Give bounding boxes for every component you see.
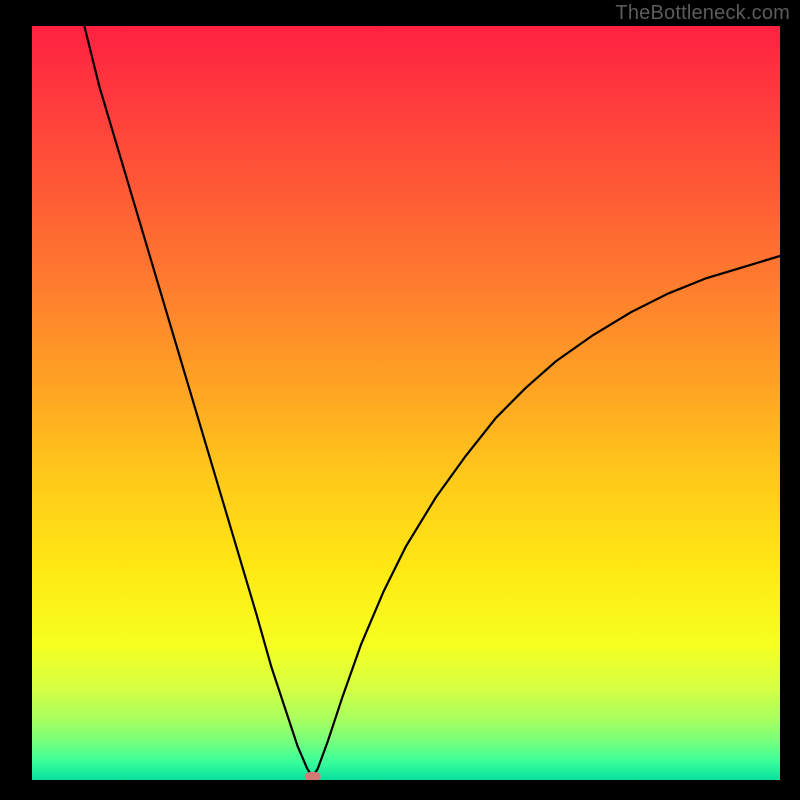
bottleneck-marker [304, 772, 320, 780]
chart-frame: TheBottleneck.com [0, 0, 800, 800]
watermark: TheBottleneck.com [615, 2, 790, 25]
gradient-background [32, 26, 780, 780]
plot-area [32, 26, 780, 780]
curve-svg [32, 26, 780, 780]
